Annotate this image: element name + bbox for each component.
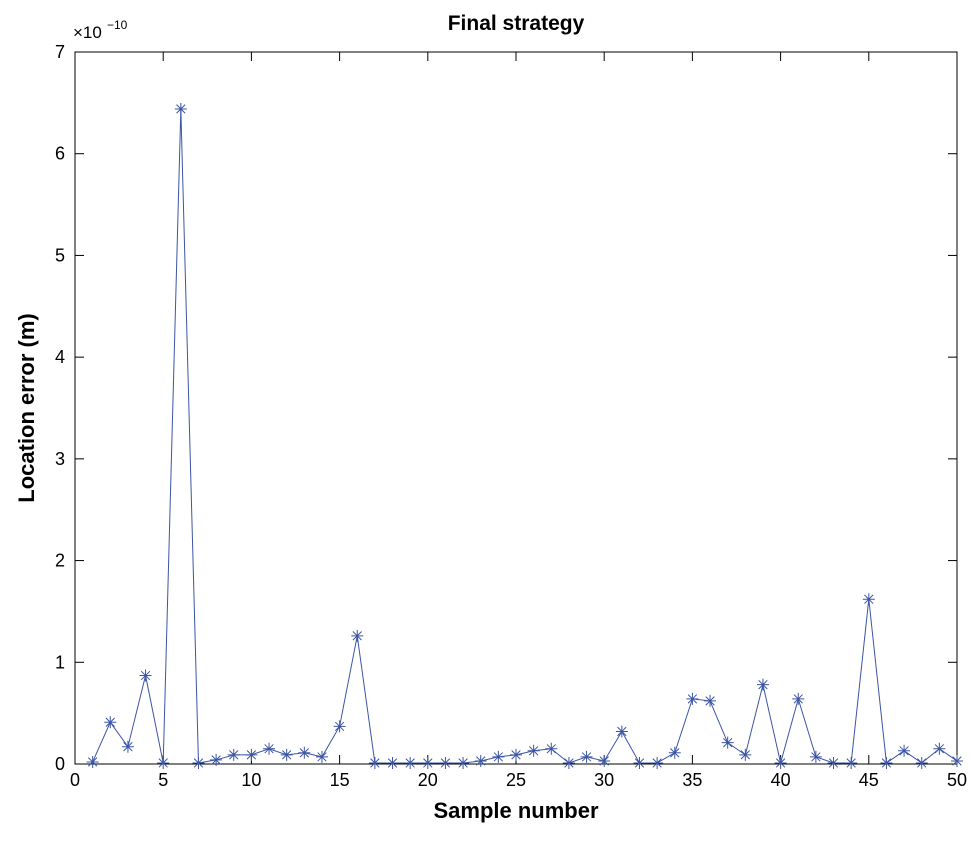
star-marker — [474, 754, 487, 767]
star-marker — [510, 748, 522, 761]
star-marker — [492, 750, 505, 763]
x-tick-label: 30 — [594, 770, 614, 790]
star-marker — [756, 678, 769, 691]
star-marker — [227, 748, 240, 761]
star-marker — [704, 694, 717, 707]
star-marker — [439, 756, 452, 769]
star-marker — [121, 740, 134, 753]
star-marker — [668, 746, 681, 759]
star-marker — [86, 755, 99, 768]
star-marker — [898, 744, 911, 757]
plot-frame — [74, 51, 958, 765]
star-marker — [686, 692, 699, 705]
y-tick-label: 5 — [55, 245, 65, 265]
x-tick-label: 40 — [771, 770, 791, 790]
star-marker — [139, 669, 152, 682]
star-marker — [809, 750, 822, 763]
star-marker — [845, 756, 858, 769]
x-tick-label: 45 — [859, 770, 879, 790]
star-marker — [527, 744, 540, 757]
star-marker — [721, 736, 734, 749]
x-tick-label: 0 — [70, 770, 80, 790]
data-line — [92, 108, 958, 764]
x-tick-label: 35 — [682, 770, 702, 790]
y-tick-label: 0 — [55, 754, 65, 774]
star-marker — [351, 629, 364, 642]
y-multiplier: ×10 — [73, 23, 102, 42]
star-marker — [280, 748, 293, 761]
star-marker — [915, 756, 928, 769]
y-tick-label: 3 — [55, 449, 65, 469]
star-marker — [174, 102, 187, 115]
star-marker — [104, 716, 117, 729]
star-marker — [651, 756, 664, 769]
y-tick-label: 7 — [55, 42, 65, 62]
star-marker — [333, 720, 346, 733]
x-tick-label: 20 — [418, 770, 438, 790]
star-marker — [457, 756, 470, 769]
star-marker — [368, 756, 381, 769]
y-tick-label: 1 — [55, 652, 65, 672]
star-marker — [210, 753, 223, 766]
star-marker — [545, 742, 558, 755]
star-marker — [951, 754, 963, 767]
x-tick-label: 25 — [506, 770, 526, 790]
y-axis-label: Location error (m) — [14, 313, 39, 502]
x-tick-label: 10 — [241, 770, 261, 790]
star-marker — [562, 756, 575, 769]
star-marker — [862, 593, 875, 606]
y-tick-label: 2 — [55, 551, 65, 571]
star-marker — [615, 725, 628, 738]
chart-title: Final strategy — [448, 12, 585, 35]
y-tick-label: 4 — [55, 347, 65, 367]
y-tick-label: 6 — [55, 144, 65, 164]
star-marker — [792, 692, 805, 705]
star-marker — [263, 742, 276, 755]
star-marker — [404, 756, 417, 769]
star-marker — [421, 756, 434, 769]
star-marker — [880, 756, 893, 769]
star-marker — [192, 756, 205, 769]
star-marker — [933, 742, 946, 755]
star-marker — [633, 756, 646, 769]
star-marker — [157, 756, 170, 769]
x-tick-label: 5 — [158, 770, 168, 790]
x-axis-label: Sample number — [433, 798, 598, 823]
star-marker — [739, 748, 752, 761]
star-marker — [298, 746, 311, 759]
y-multiplier-exponent: −10 — [107, 18, 128, 32]
star-marker — [315, 750, 328, 763]
star-marker — [245, 748, 258, 761]
star-marker — [580, 750, 593, 763]
star-marker — [598, 754, 611, 767]
star-marker — [774, 756, 787, 769]
star-marker — [827, 756, 840, 769]
x-tick-label: 50 — [947, 770, 967, 790]
star-marker — [386, 756, 399, 769]
x-tick-label: 15 — [330, 770, 350, 790]
